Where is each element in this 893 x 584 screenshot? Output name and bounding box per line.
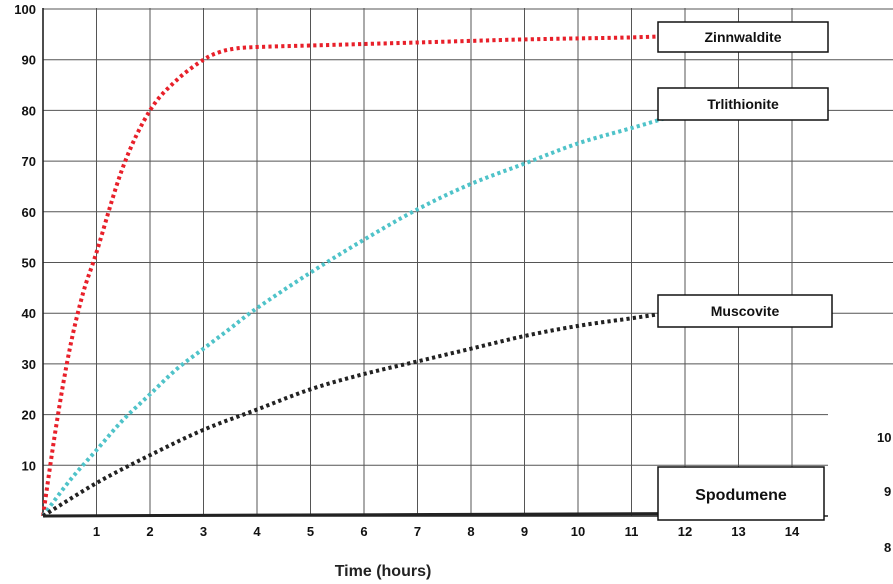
label-trlithionite-text: Trlithionite (707, 96, 779, 112)
fragment-8: 8 (884, 540, 891, 555)
series-line-zinnwaldite (41, 27, 822, 517)
overlay-patch (828, 412, 893, 584)
y-tick-label: 60 (22, 205, 36, 220)
x-tick-label: 14 (785, 524, 800, 539)
label-muscovite-text: Muscovite (711, 303, 780, 319)
x-tick-label: 5 (307, 524, 314, 539)
label-spodumene: Spodumene (657, 466, 825, 521)
y-tick-label: 10 (22, 458, 36, 473)
y-tick-labels: 10 20 30 40 50 60 70 80 90 100 (14, 2, 36, 473)
x-tick-label: 12 (678, 524, 692, 539)
y-tick-label: 80 (22, 103, 36, 118)
x-axis-title: Time (hours) (335, 563, 432, 580)
x-tick-label: 9 (521, 524, 528, 539)
x-tick-label: 1 (93, 524, 100, 539)
y-tick-label: 90 (22, 53, 36, 68)
x-tick-label: 11 (625, 524, 639, 539)
y-tick-label: 70 (22, 154, 36, 169)
y-tick-label: 40 (22, 306, 36, 321)
x-tick-label: 2 (146, 524, 153, 539)
label-muscovite: Muscovite (657, 294, 833, 328)
x-tick-label: 7 (414, 524, 421, 539)
y-tick-label: 50 (22, 256, 36, 271)
x-tick-label: 10 (571, 524, 585, 539)
label-trlithionite: Trlithionite (657, 87, 829, 121)
y-tick-label: 30 (22, 357, 36, 372)
label-zinnwaldite: Zinnwaldite (657, 21, 829, 53)
fragment-10: 10 (877, 430, 891, 445)
label-zinnwaldite-text: Zinnwaldite (705, 29, 782, 45)
x-tick-label: 6 (360, 524, 367, 539)
x-tick-label: 3 (200, 524, 207, 539)
x-tick-label: 13 (731, 524, 745, 539)
x-tick-label: 4 (253, 524, 261, 539)
fragment-9: 9 (884, 484, 891, 499)
y-tick-label: 20 (22, 408, 36, 423)
label-spodumene-text: Spodumene (695, 487, 787, 504)
x-tick-labels: 1 2 3 4 5 6 7 8 9 10 11 12 13 14 (93, 524, 800, 539)
y-tick-label: 100 (14, 2, 36, 17)
x-tick-label: 8 (467, 524, 474, 539)
series-line-trlithionite (41, 88, 822, 518)
